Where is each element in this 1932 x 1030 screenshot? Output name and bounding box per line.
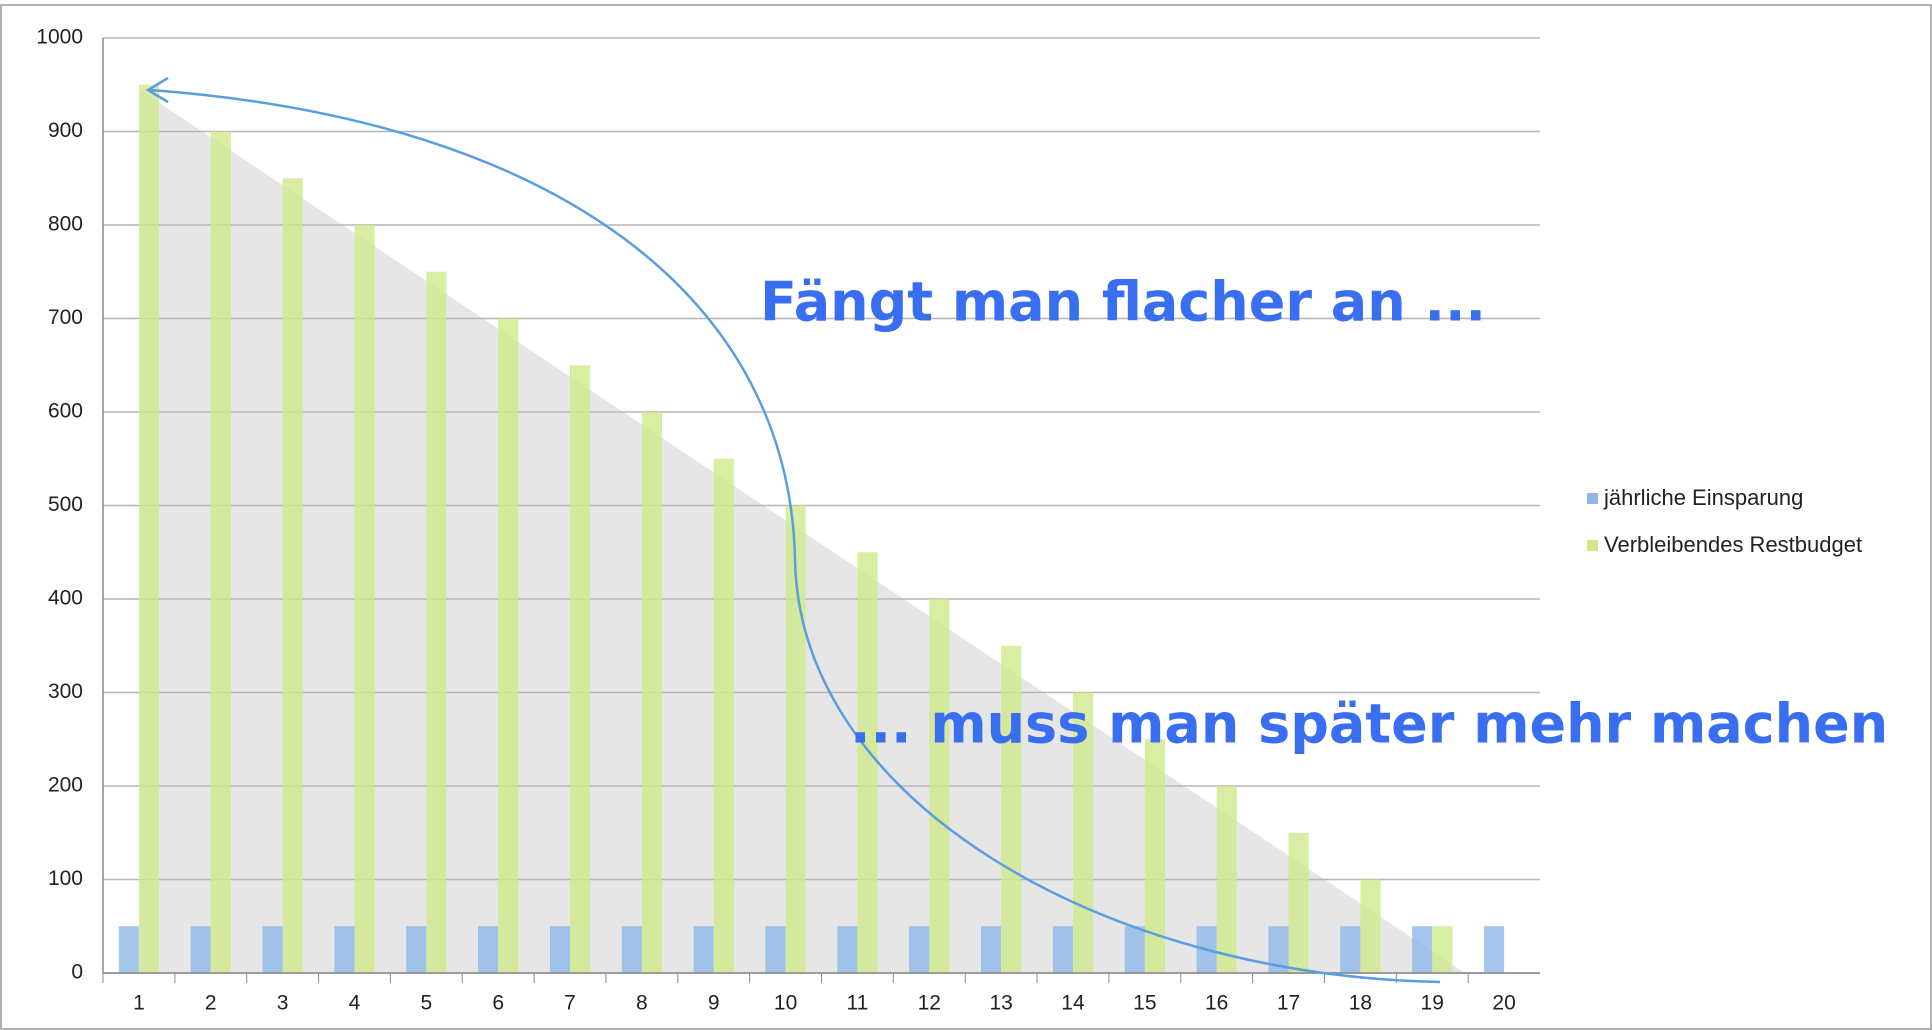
bar <box>1340 926 1361 973</box>
bar <box>570 365 591 973</box>
bar <box>262 926 283 973</box>
x-tick-label: 15 <box>1133 992 1156 1015</box>
y-tick-label: 0 <box>71 961 83 984</box>
x-tick-label: 9 <box>708 992 720 1015</box>
bar <box>1360 879 1381 973</box>
bar <box>765 926 786 973</box>
bar <box>426 271 447 973</box>
frame <box>0 4 1932 1030</box>
bar <box>354 225 375 973</box>
y-tick-label: 500 <box>48 493 83 516</box>
bar <box>713 458 734 973</box>
bar <box>190 926 211 973</box>
bar <box>1001 645 1022 973</box>
x-tick-label: 16 <box>1205 992 1228 1015</box>
bar <box>1483 926 1505 973</box>
bar <box>138 84 160 973</box>
bar <box>1072 692 1094 973</box>
x-tick-label: 19 <box>1421 992 1444 1015</box>
bar <box>1052 926 1073 973</box>
legend-swatch <box>1587 493 1598 504</box>
bar <box>406 926 427 973</box>
bar <box>1216 786 1237 973</box>
annotation: Fängt man flacher an ... <box>760 271 1486 334</box>
legend-label: Verbleibendes Restbudget <box>1604 532 1862 557</box>
x-tick-label: 3 <box>277 992 289 1015</box>
bar <box>857 552 878 973</box>
bar <box>641 412 662 973</box>
y-tick-label: 100 <box>48 867 83 890</box>
x-tick-label: 8 <box>636 992 648 1015</box>
bar <box>1124 926 1145 973</box>
legend-swatch <box>1587 540 1598 551</box>
bar <box>837 926 858 973</box>
x-tick-label: 12 <box>918 992 941 1015</box>
y-tick-label: 600 <box>48 400 83 423</box>
x-tick-label: 10 <box>774 992 797 1015</box>
x-tick-label: 6 <box>492 992 504 1015</box>
y-tick-label: 400 <box>48 587 83 610</box>
y-tick-label: 900 <box>48 119 83 142</box>
bar <box>785 505 806 973</box>
legend-label: jährliche Einsparung <box>1603 485 1803 510</box>
bar <box>549 926 571 973</box>
x-tick-label: 13 <box>989 992 1012 1015</box>
bar <box>478 926 499 973</box>
y-tick-label: 800 <box>48 213 83 236</box>
x-tick-label: 5 <box>420 992 432 1015</box>
bar <box>1432 926 1453 973</box>
curve-arrow <box>149 88 1441 984</box>
bar <box>1288 832 1309 973</box>
x-tick-label: 7 <box>564 992 576 1015</box>
x-tick-label: 2 <box>205 992 217 1015</box>
bar <box>334 926 355 973</box>
annotation: ... muss man später mehr machen <box>850 693 1888 756</box>
bar <box>282 178 303 973</box>
bar <box>498 318 519 973</box>
x-tick-label: 18 <box>1349 992 1372 1015</box>
y-tick-label: 1000 <box>36 26 83 49</box>
arrow-head <box>145 76 169 104</box>
x-tick-label: 14 <box>1061 992 1085 1015</box>
bar <box>118 926 139 973</box>
x-tick-label: 20 <box>1492 992 1515 1015</box>
x-tick-label: 17 <box>1277 992 1300 1015</box>
bar <box>929 599 950 973</box>
bar <box>693 926 714 973</box>
bar <box>1144 739 1165 973</box>
bar <box>210 131 231 973</box>
y-tick-label: 200 <box>48 774 83 797</box>
bar <box>1412 926 1433 973</box>
x-tick-label: 4 <box>349 992 361 1015</box>
bar <box>981 926 1002 973</box>
bar <box>909 926 930 973</box>
y-tick-label: 300 <box>48 680 83 703</box>
bar <box>621 926 642 973</box>
x-tick-label: 1 <box>133 992 145 1015</box>
bar <box>1268 926 1289 973</box>
y-tick-label: 700 <box>48 306 83 329</box>
x-tick-label: 11 <box>847 992 869 1015</box>
